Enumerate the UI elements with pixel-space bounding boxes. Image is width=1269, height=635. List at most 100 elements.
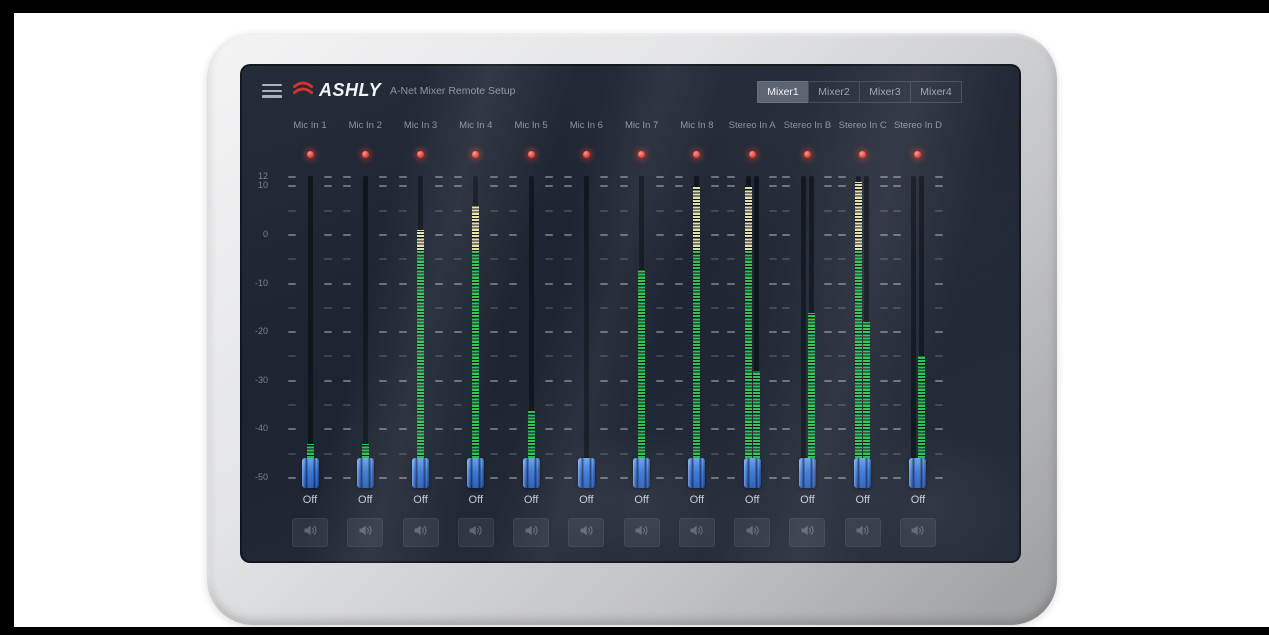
- tab-mixer3[interactable]: Mixer3: [859, 81, 911, 103]
- mute-button[interactable]: [899, 518, 936, 547]
- scale-tick: [324, 403, 332, 406]
- fader-handle[interactable]: [909, 458, 927, 488]
- fader-handle[interactable]: [577, 458, 595, 488]
- scale-tick: [398, 452, 407, 455]
- fader-track[interactable]: [418, 176, 424, 478]
- fader-track[interactable]: [583, 176, 589, 478]
- mute-button[interactable]: [623, 518, 660, 547]
- fader-track[interactable]: [800, 176, 806, 478]
- speaker-icon: [356, 521, 375, 545]
- tab-mixer4[interactable]: Mixer4: [910, 81, 962, 103]
- mute-button[interactable]: [347, 518, 384, 547]
- scale-tick: [453, 234, 462, 236]
- fader-track[interactable]: [808, 176, 814, 478]
- mute-button[interactable]: [678, 518, 715, 547]
- scale-tick: [379, 403, 388, 406]
- scale-tick: [934, 209, 943, 212]
- scale-tick: [564, 403, 573, 406]
- fader-handle[interactable]: [854, 458, 872, 488]
- fader-handle[interactable]: [301, 458, 319, 488]
- scale-tick: [379, 379, 388, 382]
- scale-tick: [655, 306, 664, 309]
- scale-tick: [782, 476, 791, 479]
- scale-tick: [879, 185, 888, 188]
- scale-tick: [710, 452, 719, 455]
- channel-label: Mic In 5: [514, 120, 548, 131]
- scale-tick: [879, 282, 888, 285]
- menu-hamburger-icon[interactable]: [262, 84, 282, 98]
- fader-track[interactable]: [864, 176, 870, 478]
- scale-tick: [398, 428, 407, 431]
- db-scale-label: 10: [257, 180, 268, 191]
- fader-handle[interactable]: [356, 458, 374, 488]
- scale-tick: [324, 331, 332, 334]
- mute-button[interactable]: [457, 518, 494, 547]
- signal-led-icon: [638, 151, 646, 158]
- fader-track[interactable]: [856, 176, 862, 478]
- signal-led-icon: [803, 151, 811, 158]
- mute-button[interactable]: [513, 518, 550, 547]
- scale-tick: [288, 185, 296, 188]
- scale-tick: [892, 306, 901, 309]
- fader-track[interactable]: [753, 176, 759, 478]
- scale-tick: [727, 234, 736, 236]
- ashly-logo: ASHLY: [292, 78, 381, 102]
- tab-mixer1[interactable]: Mixer1: [757, 81, 809, 103]
- fader-track[interactable]: [919, 176, 925, 478]
- fader-handle[interactable]: [522, 458, 540, 488]
- scale-tick: [564, 476, 573, 479]
- mute-button[interactable]: [402, 518, 439, 547]
- scale-tick: [674, 428, 683, 431]
- fader-handle[interactable]: [798, 458, 816, 488]
- fader-track[interactable]: [473, 176, 479, 478]
- scale-tick: [837, 379, 846, 382]
- fader-track[interactable]: [911, 176, 917, 478]
- scale-tick: [489, 282, 498, 285]
- scale-tick: [782, 331, 791, 334]
- scale-tick: [343, 306, 352, 309]
- mute-button[interactable]: [789, 518, 826, 547]
- fader-track[interactable]: [362, 176, 368, 478]
- fader-track[interactable]: [639, 176, 645, 478]
- scale-tick: [545, 185, 554, 188]
- mute-button[interactable]: [568, 518, 605, 547]
- scale-tick: [545, 258, 554, 261]
- fader-handle[interactable]: [633, 458, 651, 488]
- scale-tick: [489, 306, 498, 309]
- scale-tick: [655, 355, 664, 358]
- scale-tick: [879, 175, 888, 178]
- fader-track[interactable]: [745, 176, 751, 478]
- scale-tick: [674, 306, 683, 309]
- scale-tick: [600, 403, 609, 406]
- channel-strip: Mic In 7 Off: [615, 120, 669, 560]
- scale-tick: [674, 355, 683, 358]
- mute-button[interactable]: [292, 518, 328, 547]
- scale-tick: [398, 379, 407, 382]
- scale-tick: [892, 258, 901, 261]
- scale-tick: [288, 282, 296, 285]
- scale-tick: [324, 258, 332, 261]
- fader-track[interactable]: [528, 176, 534, 478]
- tab-mixer2[interactable]: Mixer2: [808, 81, 860, 103]
- fader-track[interactable]: [307, 176, 313, 478]
- scale-tick: [600, 306, 609, 309]
- mute-button[interactable]: [734, 518, 771, 547]
- fader-handle[interactable]: [688, 458, 706, 488]
- scale-tick: [837, 209, 846, 212]
- scale-tick: [564, 306, 573, 309]
- scale-tick: [509, 306, 518, 309]
- scale-tick: [934, 452, 943, 455]
- fader-handle[interactable]: [743, 458, 761, 488]
- scale-tick: [934, 476, 943, 479]
- fader-value-label: Off: [358, 494, 373, 506]
- mute-button[interactable]: [844, 518, 881, 547]
- fader-handle[interactable]: [412, 458, 430, 488]
- scale-tick: [619, 258, 628, 261]
- scale-tick: [674, 258, 683, 261]
- fader-handle[interactable]: [467, 458, 485, 488]
- scale-tick: [824, 258, 833, 261]
- scale-tick: [710, 282, 719, 285]
- scale-tick: [837, 452, 846, 455]
- scale-tick: [674, 234, 683, 236]
- fader-track[interactable]: [694, 176, 700, 478]
